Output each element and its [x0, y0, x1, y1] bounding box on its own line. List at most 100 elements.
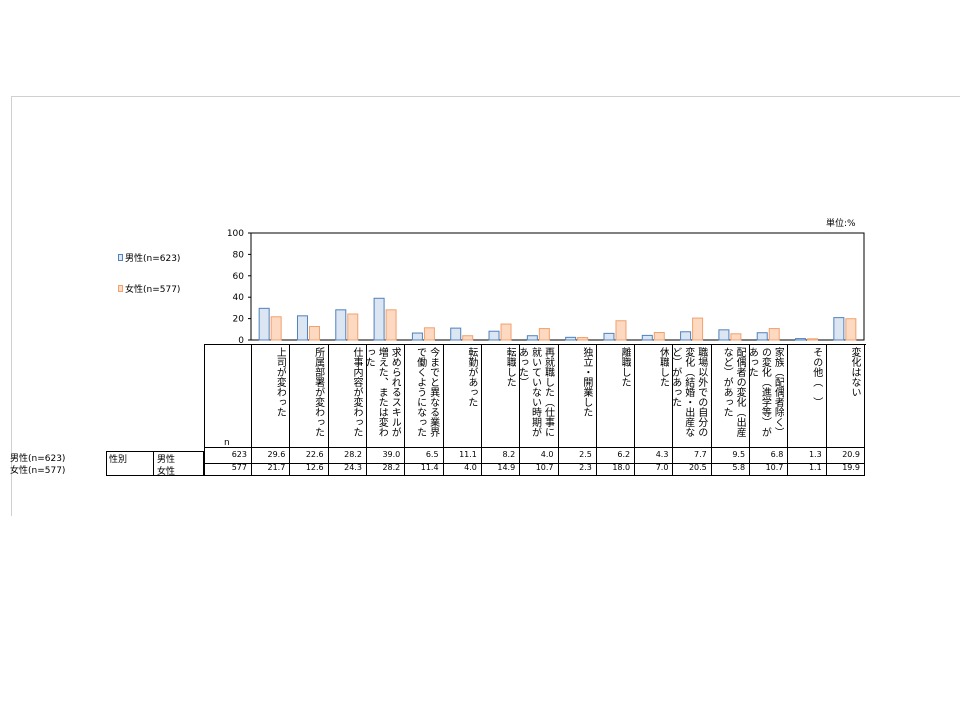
data-table: n 上司が変わった 所属部署が変わった 仕事内容が変わった 求められるスキルが増えた、…: [204, 344, 866, 476]
y-tick-label: 80: [233, 250, 245, 260]
side-label-male: 男性(n=623): [10, 454, 66, 464]
category-label: 独立・開業した: [580, 347, 592, 417]
table-row-rule: [204, 447, 865, 448]
bar-female: [730, 333, 742, 341]
legend-male-label: 男性(n=623): [125, 254, 181, 264]
bar-female: [347, 313, 359, 341]
bar-female: [653, 332, 665, 341]
bar-female: [768, 328, 780, 341]
bar-female: [538, 328, 550, 341]
sub-label-female: 女性: [157, 467, 176, 477]
cell-male: 9.5: [732, 450, 746, 459]
bar-male: [641, 334, 653, 341]
table-row-rule: [204, 463, 865, 464]
cell-female: 4.0: [464, 463, 477, 472]
category-column: 職場以外での自分の変化（結婚・出産など）があった: [669, 344, 710, 447]
category-label: 求められるスキルが増えた、または変わった: [363, 347, 401, 437]
group-label: 性別: [109, 455, 128, 465]
bar-male: [603, 332, 615, 341]
cell-female: 24.3: [344, 463, 362, 472]
category-column: 今までと異なる業界で働くようになった: [404, 344, 442, 447]
category-label: 配偶者の変化（出産など）があった: [721, 347, 746, 437]
category-column: 所属部署が変わった: [289, 344, 327, 447]
table-col-rule: [749, 447, 751, 476]
cell-male: 20.9: [842, 450, 860, 459]
category-column: 転職した: [480, 344, 519, 447]
y-tick-label: 60: [233, 272, 245, 282]
bar-female: [615, 320, 627, 341]
category-label: その他（ ）: [810, 347, 822, 407]
category-label: 仕事内容が変わった: [350, 347, 362, 437]
table-col-rule: [825, 447, 827, 476]
bar-male: [373, 297, 385, 341]
cell-male: 6.5: [425, 450, 439, 459]
bar-female: [385, 309, 397, 341]
category-label: 転職した: [504, 347, 516, 387]
table-col-rule: [327, 447, 329, 476]
bar-female: [807, 338, 819, 341]
bar-male: [411, 332, 423, 341]
cell-female: 7.0: [655, 463, 669, 472]
y-tick-label: 100: [227, 229, 244, 239]
cell-female: 21.7: [267, 463, 286, 472]
bar-male: [335, 309, 347, 341]
category-label: 変化はない: [849, 347, 860, 397]
cell-male: 22.6: [305, 450, 324, 459]
table-col-rule: [710, 447, 712, 476]
category-label: 所属部署が変わった: [312, 347, 324, 437]
bar-chart: 0 20 40 60 80 100: [227, 229, 865, 345]
bar-female: [500, 323, 512, 341]
table-col-rule: [519, 447, 521, 476]
cell-female: 18.0: [612, 463, 631, 472]
category-label: 上司が変わった: [274, 347, 286, 417]
table-col-rule: [672, 447, 674, 476]
cell-male: 8.2: [502, 450, 516, 459]
n-value: 577: [231, 463, 247, 472]
cell-female: 19.9: [842, 463, 860, 472]
category-label: 職場以外での自分の変化（結婚・出産など）があった: [669, 347, 707, 437]
bar-male: [565, 336, 577, 341]
table-col-rule: [557, 447, 559, 476]
cell-male: 1.3: [808, 450, 822, 459]
table-col-rule: [787, 447, 789, 476]
category-column: 休職した: [634, 344, 672, 447]
category-column: 家族（配偶者除く）の変化（進学等）があった: [746, 344, 787, 447]
cell-female: 5.8: [732, 463, 746, 472]
bar-male: [795, 338, 807, 341]
bar-male: [450, 327, 462, 341]
cell-female: 12.6: [305, 463, 324, 472]
table-col-rule: [595, 447, 597, 476]
table-col-rule: [634, 447, 636, 476]
bar-male: [756, 332, 768, 341]
legend-female-swatch: [118, 285, 123, 292]
table-right-border: [864, 344, 865, 476]
table-col-rule: [365, 447, 367, 476]
cell-male: 6.2: [617, 450, 631, 459]
cell-female: 28.2: [382, 463, 401, 472]
y-tick-label: 40: [233, 293, 245, 303]
bar-male: [258, 307, 270, 341]
category-column: 変化はない: [825, 344, 864, 447]
sub-label-male: 男性: [157, 455, 176, 465]
bar-female: [308, 326, 320, 341]
cell-female: 10.7: [535, 463, 554, 472]
category-column: その他（ ）: [787, 344, 825, 447]
category-column: 独立・開業した: [557, 344, 596, 447]
cell-male: 29.6: [267, 450, 286, 459]
bar-male: [718, 329, 730, 341]
y-tick-label: 0: [238, 336, 244, 345]
category-column: 求められるスキルが増えた、または変わった: [363, 344, 404, 447]
bar-female: [845, 318, 857, 341]
bar-female: [462, 335, 474, 341]
category-column: 転勤があった: [442, 344, 481, 447]
table-col-rule: [251, 447, 252, 476]
legend-female: 女性(n=577): [118, 282, 180, 295]
table-col-rule: [442, 447, 444, 476]
cell-male: 28.2: [344, 450, 362, 459]
cell-female: 10.7: [765, 463, 784, 472]
table-col-rule: [289, 447, 291, 476]
cell-male: 6.8: [770, 450, 784, 459]
category-label: 家族（配偶者除く）の変化（進学等）があった: [746, 347, 784, 437]
legend-female-label: 女性(n=577): [125, 285, 181, 295]
n-value: 623: [231, 450, 247, 459]
